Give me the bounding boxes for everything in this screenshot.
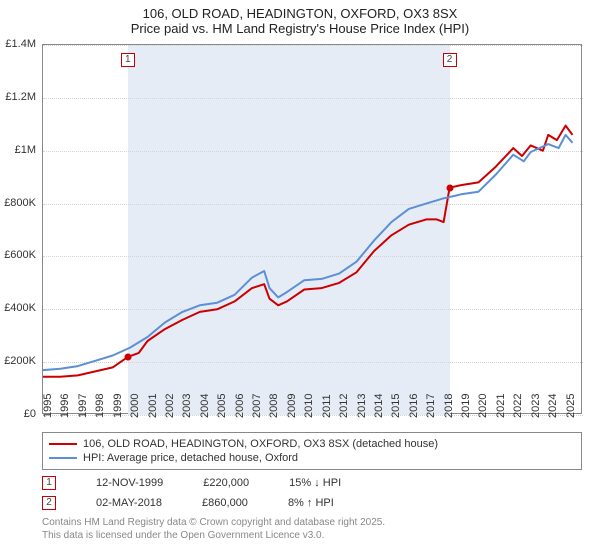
y-axis-label: £1.4M: [5, 38, 36, 50]
copyright: Contains HM Land Registry data © Crown c…: [42, 516, 582, 542]
x-axis-label: 2017: [425, 394, 437, 418]
sale-date: 02-MAY-2018: [96, 497, 162, 509]
sale-number-box: 1: [42, 476, 56, 490]
x-axis-label: 2021: [495, 394, 507, 418]
legend-label: 106, OLD ROAD, HEADINGTON, OXFORD, OX3 8…: [83, 438, 438, 450]
legend-row: 106, OLD ROAD, HEADINGTON, OXFORD, OX3 8…: [49, 437, 575, 451]
chart-area: 12 £0£200K£400K£600K£800K£1M£1.2M£1.4M19…: [42, 44, 582, 414]
x-axis-label: 2010: [303, 394, 315, 418]
x-axis-label: 1999: [112, 394, 124, 418]
sale-price: £220,000: [203, 477, 249, 489]
x-axis-label: 2006: [234, 394, 246, 418]
sale-marker-dot: [124, 353, 131, 360]
sale-marker-box: 2: [443, 53, 457, 67]
x-axis-label: 2015: [390, 394, 402, 418]
series-property: [43, 126, 573, 377]
x-axis-label: 2004: [199, 394, 211, 418]
title-block: 106, OLD ROAD, HEADINGTON, OXFORD, OX3 8…: [0, 0, 600, 38]
line-svg: [43, 45, 583, 415]
sale-marker-box: 1: [121, 53, 135, 67]
y-axis-label: £1M: [15, 144, 36, 156]
y-axis-label: £200K: [4, 355, 36, 367]
x-axis-label: 2019: [460, 394, 472, 418]
y-axis-label: £600K: [4, 249, 36, 261]
x-axis-label: 2011: [321, 394, 333, 418]
legend-swatch: [49, 457, 77, 459]
x-axis-label: 2023: [530, 394, 542, 418]
legend-swatch: [49, 443, 77, 445]
sale-row: 2 02-MAY-2018 £860,000 8% ↑ HPI: [42, 496, 582, 510]
sale-number-box: 2: [42, 496, 56, 510]
sale-date: 12-NOV-1999: [96, 477, 163, 489]
plot-region: 12: [42, 44, 582, 414]
x-axis-label: 1997: [77, 394, 89, 418]
legend-box: 106, OLD ROAD, HEADINGTON, OXFORD, OX3 8…: [42, 432, 582, 470]
x-axis-label: 2016: [408, 394, 420, 418]
x-axis-label: 2000: [129, 394, 141, 418]
sale-price: £860,000: [202, 497, 248, 509]
legend-row: HPI: Average price, detached house, Oxfo…: [49, 451, 575, 465]
sale-delta: 8% ↑ HPI: [288, 497, 334, 509]
x-axis-label: 2013: [356, 394, 368, 418]
y-axis-label: £0: [24, 408, 36, 420]
chart-subtitle: Price paid vs. HM Land Registry's House …: [0, 21, 600, 36]
x-axis-label: 2003: [181, 394, 193, 418]
sales-list: 1 12-NOV-1999 £220,000 15% ↓ HPI 2 02-MAY-201…: [42, 476, 582, 510]
copyright-line2: This data is licensed under the Open Gov…: [42, 529, 582, 542]
y-axis-label: £1.2M: [5, 91, 36, 103]
y-axis-label: £800K: [4, 197, 36, 209]
x-axis-label: 2007: [251, 394, 263, 418]
sale-row: 1 12-NOV-1999 £220,000 15% ↓ HPI: [42, 476, 582, 490]
below-chart: 106, OLD ROAD, HEADINGTON, OXFORD, OX3 8…: [42, 432, 582, 542]
copyright-line1: Contains HM Land Registry data © Crown c…: [42, 516, 582, 529]
x-axis-label: 1995: [42, 394, 54, 418]
x-axis-label: 2014: [373, 394, 385, 418]
x-axis-label: 2008: [268, 394, 280, 418]
y-axis-label: £400K: [4, 302, 36, 314]
x-axis-label: 2012: [338, 394, 350, 418]
x-axis-label: 2009: [286, 394, 298, 418]
x-axis-label: 2022: [512, 394, 524, 418]
x-axis-label: 2002: [164, 394, 176, 418]
x-axis-label: 1998: [94, 394, 106, 418]
x-axis-label: 2024: [547, 394, 559, 418]
x-axis-label: 2005: [216, 394, 228, 418]
x-axis-label: 2018: [443, 394, 455, 418]
sale-delta: 15% ↓ HPI: [289, 477, 341, 489]
x-axis-label: 2001: [147, 394, 159, 418]
x-axis-label: 1996: [59, 394, 71, 418]
chart-title: 106, OLD ROAD, HEADINGTON, OXFORD, OX3 8…: [0, 6, 600, 21]
legend-label: HPI: Average price, detached house, Oxfo…: [83, 452, 298, 464]
x-axis-label: 2020: [477, 394, 489, 418]
sale-marker-dot: [446, 184, 453, 191]
x-axis-label: 2025: [565, 394, 577, 418]
